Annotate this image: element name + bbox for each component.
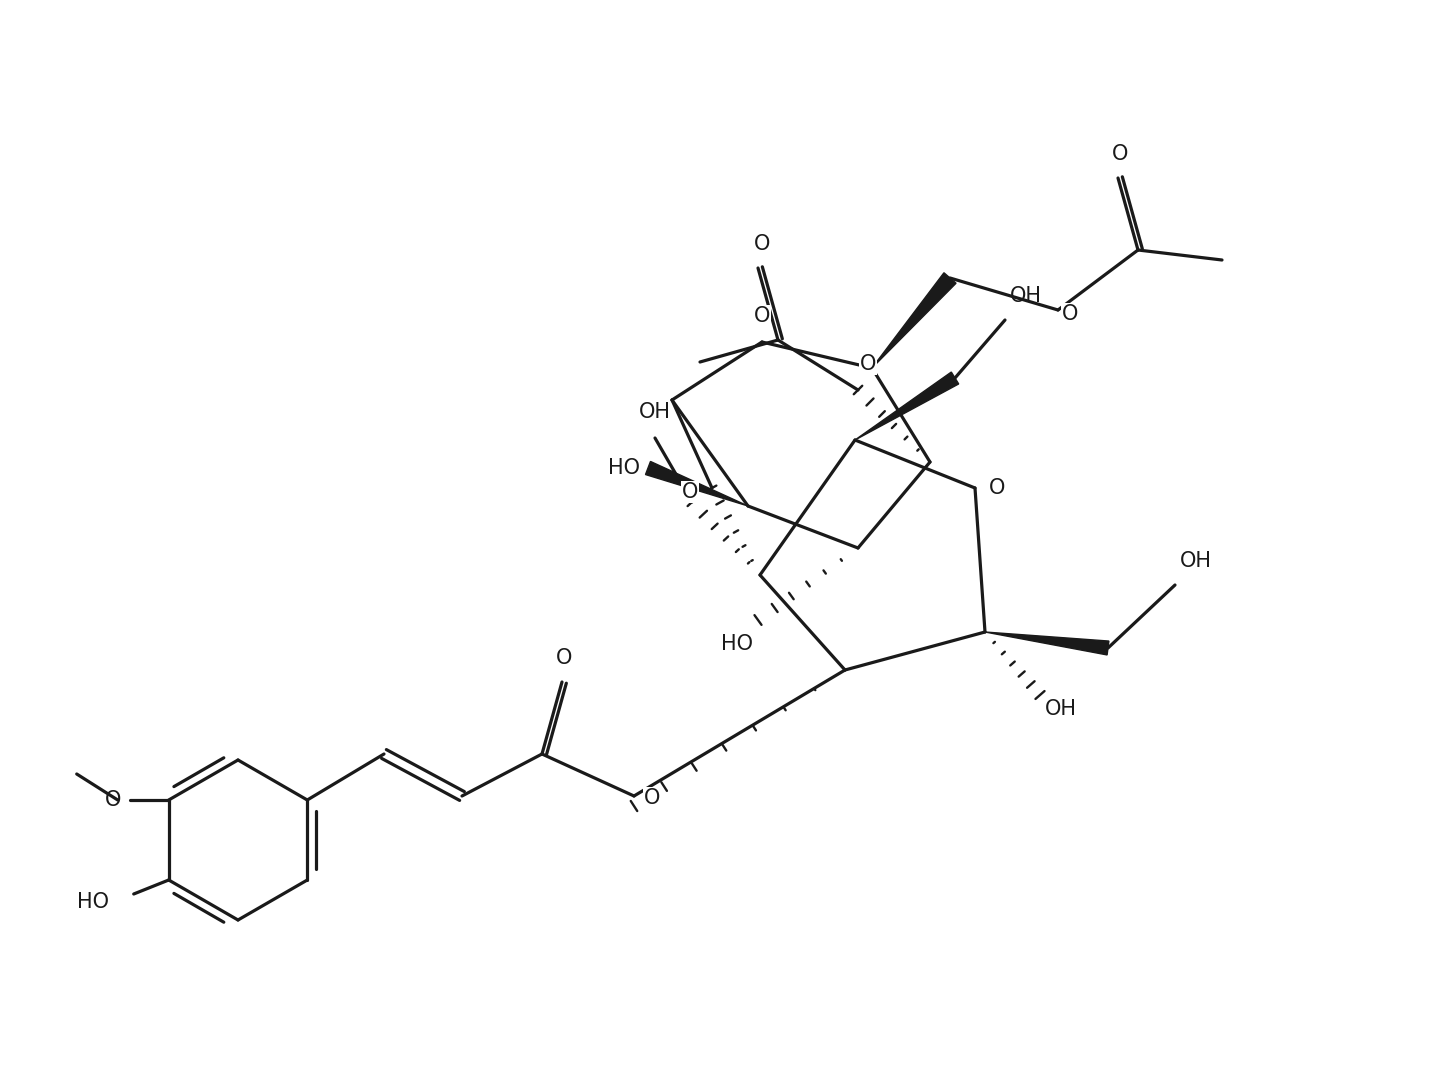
- Text: O: O: [105, 790, 122, 810]
- Text: O: O: [860, 354, 876, 374]
- Text: O: O: [556, 648, 572, 668]
- Text: HO: HO: [76, 892, 109, 912]
- Text: O: O: [989, 477, 1005, 498]
- Text: O: O: [754, 306, 770, 326]
- Polygon shape: [855, 372, 959, 440]
- Text: O: O: [1111, 144, 1129, 164]
- Polygon shape: [985, 632, 1108, 655]
- Text: HO: HO: [608, 458, 640, 477]
- Text: OH: OH: [1010, 286, 1043, 306]
- Text: O: O: [1063, 304, 1078, 324]
- Polygon shape: [872, 273, 956, 368]
- Polygon shape: [645, 461, 749, 506]
- Text: O: O: [681, 482, 698, 502]
- Text: O: O: [754, 234, 770, 254]
- Text: OH: OH: [640, 402, 671, 422]
- Text: HO: HO: [721, 634, 753, 655]
- Text: OH: OH: [1045, 699, 1077, 719]
- Text: OH: OH: [1180, 552, 1212, 571]
- Text: O: O: [644, 788, 661, 808]
